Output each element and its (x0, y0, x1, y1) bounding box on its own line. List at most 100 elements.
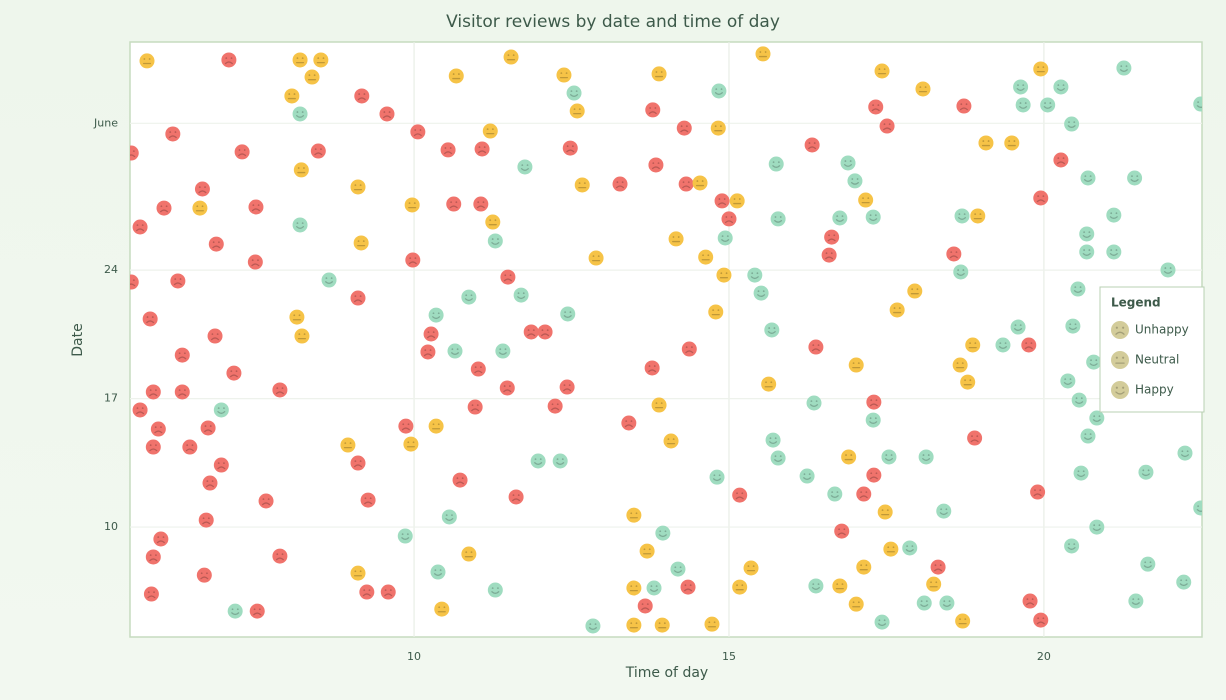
y-tick-label: 24 (104, 263, 118, 276)
review-point (678, 176, 694, 192)
review-point (1080, 428, 1096, 444)
face-eye (650, 585, 653, 588)
face-mouth (314, 152, 323, 156)
face-eye (911, 545, 914, 548)
face-eye (257, 204, 260, 207)
face-eye (212, 241, 215, 244)
review-point (499, 380, 515, 396)
face-eye (1084, 433, 1087, 436)
face-eye (930, 581, 932, 584)
grid (130, 42, 1202, 637)
review-point (182, 439, 198, 455)
review-point (487, 582, 503, 598)
review-point (434, 601, 450, 617)
face-eye (751, 272, 754, 275)
face-eye (1073, 121, 1076, 124)
face-eye (303, 333, 306, 336)
face-mouth (212, 245, 221, 249)
face-eye (851, 178, 854, 180)
face-mouth (449, 205, 458, 209)
face-eye (1042, 195, 1045, 198)
face-mouth (364, 501, 373, 505)
review-point (676, 120, 692, 136)
face-mouth (1082, 235, 1091, 238)
face-mouth (551, 407, 560, 411)
face-mouth (1083, 437, 1093, 440)
face-eye (723, 198, 726, 200)
face-eye (1115, 386, 1118, 389)
review-point (508, 489, 524, 505)
review-point (552, 453, 568, 469)
face-eye (725, 272, 728, 275)
face-eye (1084, 175, 1087, 178)
face-mouth (811, 348, 820, 352)
face-eye (965, 103, 968, 106)
face-eye (1022, 84, 1025, 86)
face-eye (817, 344, 820, 347)
review-point (1021, 337, 1037, 353)
face-eye (777, 161, 780, 164)
face-eye (845, 454, 847, 456)
face-eye (646, 603, 649, 606)
review-point (447, 343, 463, 359)
face-eye (262, 498, 265, 501)
face-mouth (130, 154, 136, 158)
face-eye (964, 379, 966, 382)
review-point (248, 199, 264, 215)
face-eye (657, 162, 660, 164)
face-mouth (769, 441, 778, 445)
face-eye (499, 348, 502, 351)
review-point (729, 193, 745, 209)
face-eye (955, 251, 958, 254)
review-point (874, 63, 890, 79)
face-mouth (1019, 106, 1028, 109)
face-eye (149, 389, 152, 392)
face-eye (571, 145, 574, 148)
review-point (874, 614, 890, 630)
face-mouth (168, 135, 177, 139)
face-eye (660, 71, 663, 73)
face-mouth (949, 255, 958, 259)
y-tick-label: 10 (104, 520, 118, 533)
face-eye (812, 344, 815, 347)
face-eye (999, 342, 1002, 345)
review-point (692, 175, 708, 191)
review-point (704, 616, 720, 632)
face-mouth (275, 557, 284, 561)
face-eye (384, 589, 387, 592)
face-eye (877, 104, 880, 106)
face-eye (1136, 175, 1139, 178)
review-point (517, 159, 533, 175)
review-point (441, 509, 457, 525)
review-point (883, 541, 899, 557)
review-point (428, 307, 444, 323)
review-point (708, 304, 724, 320)
review-point (208, 236, 224, 252)
face-mouth (735, 496, 744, 500)
review-point (1065, 318, 1081, 334)
face-eye (359, 570, 362, 573)
face-eye (504, 348, 507, 351)
review-point (142, 311, 158, 327)
review-point (954, 208, 970, 224)
face-eye (409, 257, 412, 260)
face-eye (363, 93, 366, 95)
face-eye (452, 73, 455, 75)
face-eye (546, 329, 549, 332)
review-point (398, 418, 414, 434)
face-eye (474, 366, 477, 369)
face-eye (456, 477, 459, 480)
face-eye (296, 57, 299, 60)
face-eye (961, 362, 964, 365)
face-mouth (444, 151, 453, 155)
face-eye (1120, 65, 1123, 68)
face-mouth (650, 589, 659, 592)
review-point (1106, 244, 1122, 260)
face-mouth (624, 424, 633, 428)
review-point (1127, 170, 1143, 186)
review-point (1060, 373, 1076, 389)
face-eye (471, 404, 474, 407)
review-point (770, 211, 786, 227)
face-mouth (413, 133, 422, 137)
face-mouth (1036, 621, 1045, 625)
